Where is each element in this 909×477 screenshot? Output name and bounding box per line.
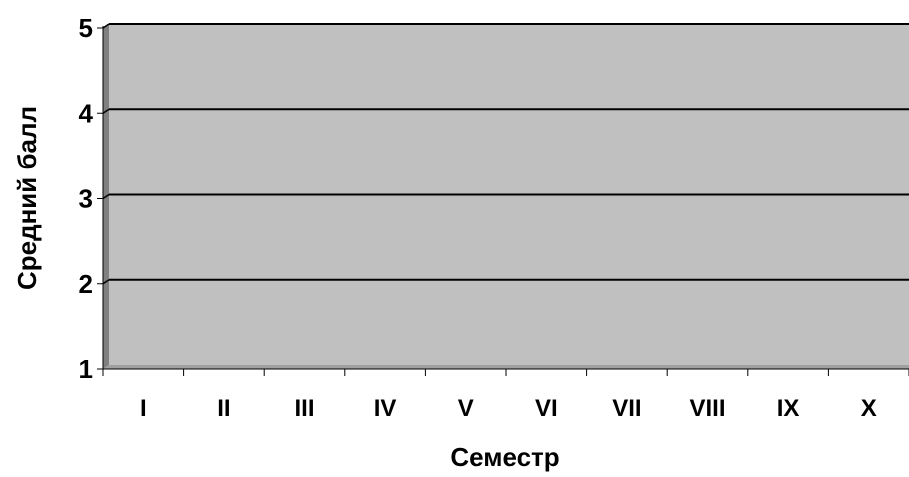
gridline-depth-3 [102,193,110,200]
y-axis-title: Средний балл [12,106,42,290]
x-tick-label: VI [535,395,558,422]
x-tick-label: IX [777,395,800,422]
x-tick-label: I [140,395,147,422]
y-tick-label: 4 [79,98,94,128]
y-tick-label: 1 [79,354,93,384]
gridlines [102,23,909,285]
x-tick-label: II [217,395,230,422]
x-tick-label: III [294,395,314,422]
plot-background [109,24,909,369]
x-tick-label: X [861,395,877,422]
x-tick-label: VIII [689,395,725,422]
x-tick-label: VII [612,395,641,422]
y-tick-label: 5 [79,13,93,43]
gridline-depth-4 [102,108,110,114]
gridline-depth-2 [102,279,110,285]
gridline-depth-5 [102,23,110,29]
y-tick-labels: 1 2 3 4 5 [79,13,94,384]
plot-floor [103,365,909,369]
x-tick-labels: I II III IV V VI VII VIII IX X [140,395,877,422]
y-tick-label: 2 [79,269,93,299]
x-tick-label: IV [374,395,397,422]
y-tick-label: 3 [79,184,93,214]
plot-area [103,24,909,369]
x-tick-label: V [458,395,474,422]
x-axis-title: Семестр [450,442,559,472]
axes [97,26,909,376]
